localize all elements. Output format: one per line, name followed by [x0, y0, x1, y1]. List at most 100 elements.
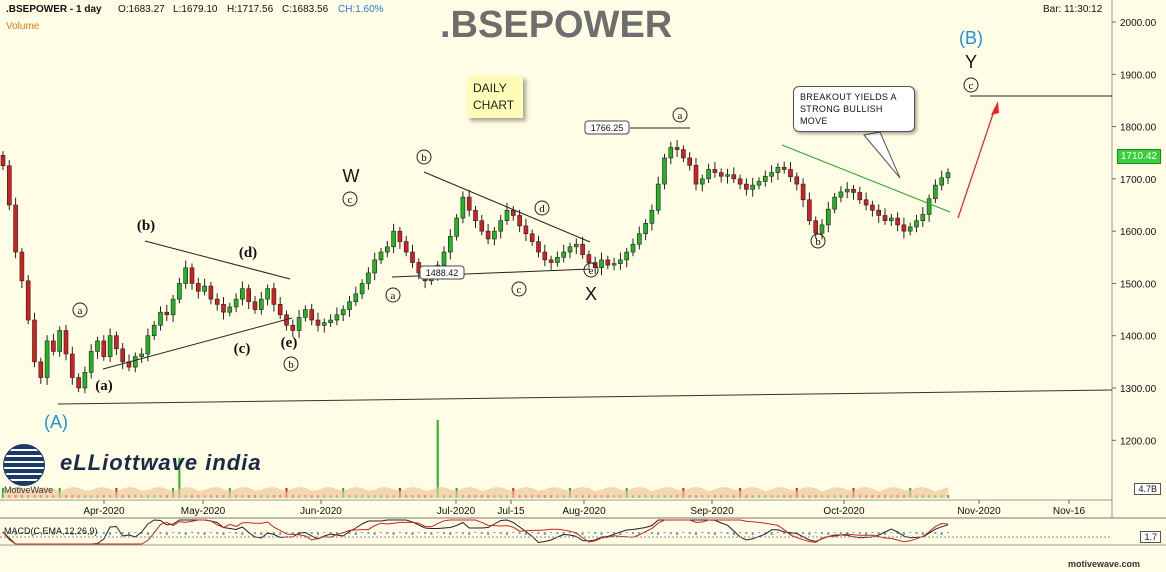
macd-histogram-bar [606, 532, 609, 533]
macd-histogram-bar [20, 532, 23, 533]
candle-body [479, 220, 485, 232]
macd-histogram-bar [474, 532, 477, 533]
candle-body [825, 208, 831, 226]
candle-body [403, 241, 409, 253]
candle-body [202, 285, 207, 292]
candle-body [13, 204, 18, 253]
y-tick-label: 1300.00 [1120, 384, 1157, 395]
candle-body [838, 191, 844, 198]
candle-body [882, 215, 888, 221]
macd-histogram-bar [165, 532, 168, 535]
macd-histogram-bar [216, 532, 219, 534]
x-tick-label: Nov-16 [1053, 506, 1086, 517]
wave-label-circ-e-1: e [589, 265, 594, 277]
candle-body [618, 259, 623, 264]
macd-histogram-bar [398, 532, 401, 533]
breakout-callout: BREAKOUT YIELDS A STRONG BULLISH MOVE [793, 86, 915, 132]
candle-body [277, 304, 283, 316]
macd-histogram-bar [650, 532, 653, 534]
candle-body [555, 256, 560, 263]
candle-body [926, 198, 932, 215]
elliottwave-logo-icon [3, 444, 45, 486]
candle-body [851, 189, 856, 193]
projection-arrow-line [957, 107, 996, 219]
macd-histogram-bar [518, 532, 521, 534]
candle-body [189, 267, 195, 284]
candle-body [265, 288, 270, 300]
wave-label-circ-b-2-circle [416, 149, 432, 165]
candle-body [510, 209, 516, 216]
motivewave-label: MotiveWave [4, 485, 54, 495]
macd-histogram-bar [499, 532, 502, 534]
candle-body [120, 348, 125, 363]
macd-histogram-bar [890, 532, 893, 533]
chart-title: .BSEPOWER [440, 4, 673, 46]
candle-body [630, 243, 636, 253]
macd-histogram-bar [493, 532, 496, 533]
macd-histogram-bar [720, 532, 723, 533]
wave-label-X: X [585, 284, 597, 304]
candle-body [718, 172, 724, 177]
macd-histogram-bar [65, 532, 67, 534]
x-tick-label: Aug-2020 [562, 506, 606, 517]
candle-body [674, 147, 680, 150]
candle-body [807, 199, 812, 221]
wave-label-circ-a-1: a [78, 305, 83, 317]
candle-body [44, 340, 50, 378]
x-tick-label: Apr-2020 [83, 506, 125, 517]
footer-brand: motivewave.com [1068, 559, 1141, 569]
macd-histogram-bar [833, 532, 836, 533]
candle-body [586, 254, 592, 263]
macd-histogram-bar [619, 532, 622, 535]
macd-histogram-bar [310, 532, 313, 534]
macd-histogram-bar [726, 532, 729, 534]
candle-body [183, 267, 188, 284]
candle-body [668, 147, 674, 159]
candle-body [573, 243, 579, 248]
macd-histogram-bar [543, 532, 546, 535]
x-tick-label: Sep-2020 [690, 506, 734, 517]
macd-histogram-bar [902, 532, 905, 535]
macd-histogram-bar [96, 532, 99, 533]
candle-body [454, 217, 459, 237]
macd-histogram-bar [361, 532, 364, 533]
macd-histogram-bar [373, 532, 376, 535]
candle-body [334, 314, 340, 321]
candle-body [252, 301, 258, 310]
macd-histogram-bar [676, 532, 679, 535]
macd-histogram-bar [896, 532, 899, 534]
volume-scale-tag: 4.7B [1134, 483, 1161, 495]
macd-histogram-bar [839, 532, 842, 534]
candle-body [643, 223, 648, 235]
wave-label-sub-a: (a) [95, 378, 113, 394]
candle-body [227, 306, 233, 313]
y-tick-label: 1900.00 [1120, 70, 1157, 81]
candle-body [145, 335, 151, 355]
wave-label-circ-b-2: b [421, 152, 427, 164]
macd-histogram-bar [808, 532, 811, 535]
candle-body [870, 204, 875, 211]
macd-histogram-bar [947, 532, 949, 533]
macd-histogram-bar [203, 532, 206, 535]
candle-body [901, 224, 907, 232]
wave-label-sub-b: (b) [137, 218, 155, 234]
wave-label-circ-b-1-circle [283, 356, 299, 372]
candle-body [410, 251, 415, 263]
macd-histogram-bar [524, 532, 527, 535]
macd-histogram-bar [701, 532, 704, 533]
macd-histogram-bar [764, 532, 767, 534]
volume-bar [178, 458, 181, 498]
macd-histogram-bar [291, 532, 294, 534]
macd-histogram-bar [695, 532, 697, 535]
candle-body [819, 224, 825, 234]
macd-histogram-bar [638, 532, 641, 535]
candle-body [258, 298, 264, 310]
macd-histogram-bar [455, 532, 458, 533]
y-tick-label: 2000.00 [1120, 18, 1157, 29]
macd-histogram-bar [436, 532, 439, 533]
macd-histogram-bar [102, 532, 105, 534]
candle-body [328, 319, 333, 323]
macd-histogram-bar [235, 532, 238, 534]
wave-label-sub-d: (d) [239, 245, 257, 261]
